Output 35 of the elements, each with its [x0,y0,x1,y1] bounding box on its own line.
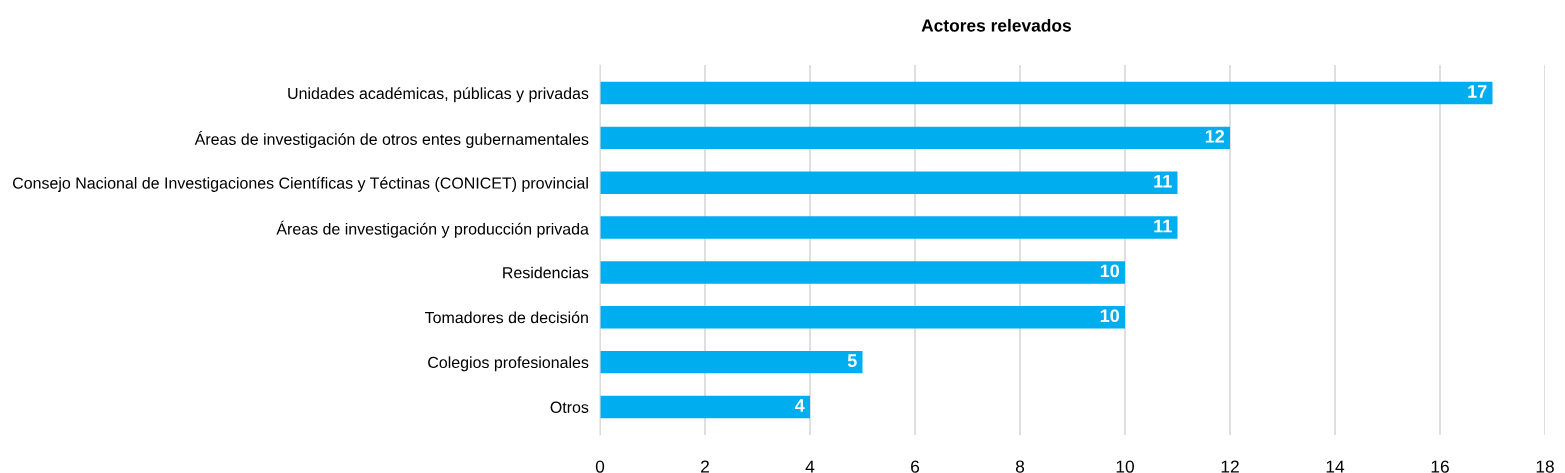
data-label: 12 [1205,129,1225,143]
x-tick-label: 4 [805,460,815,473]
data-label: 17 [1468,85,1487,98]
x-tick-label: 2 [701,460,709,473]
x-tick-label: 14 [1326,460,1345,473]
y-tick-label: Colegios profesionales [428,356,589,372]
x-tick-label: 18 [1536,460,1554,473]
data-label: 11 [1154,219,1172,233]
y-tick-label: Residencias [503,266,589,279]
data-label: 5 [847,354,857,367]
x-tick-label: 10 [1116,460,1134,473]
bar [600,216,1178,239]
y-tick-label: Consejo Nacional de Investigaciones Científicas y Téctinas (CONICET) provincial [13,176,588,192]
bar [600,126,1230,150]
y-tick-label: Unidades académicas, públicas y privadas [288,87,589,103]
y-tick-label: Otros [550,401,589,413]
y-tick-label: Áreas de investigación de otros entes gubernamentales [194,130,589,149]
y-tick-label: Tomadores de decisión [425,311,588,324]
data-label: 10 [1100,264,1120,278]
x-tick-label: 12 [1221,460,1239,473]
y-tick-label: Áreas de investigación y producción privada [276,220,589,238]
bar [600,306,1125,329]
data-label: 4 [794,399,805,412]
data-label: 11 [1154,174,1172,188]
x-tick-label: 6 [911,460,920,473]
bar [600,171,1178,194]
bar [600,395,810,419]
x-tick-label: 8 [1015,460,1025,473]
bar [600,261,1125,284]
chart-title: Actores relevados [921,18,1071,32]
x-tick-label: 0 [595,460,605,473]
data-label: 10 [1100,309,1120,323]
bar [600,350,863,374]
bar [600,81,1493,105]
x-tick-label: 16 [1431,460,1449,473]
